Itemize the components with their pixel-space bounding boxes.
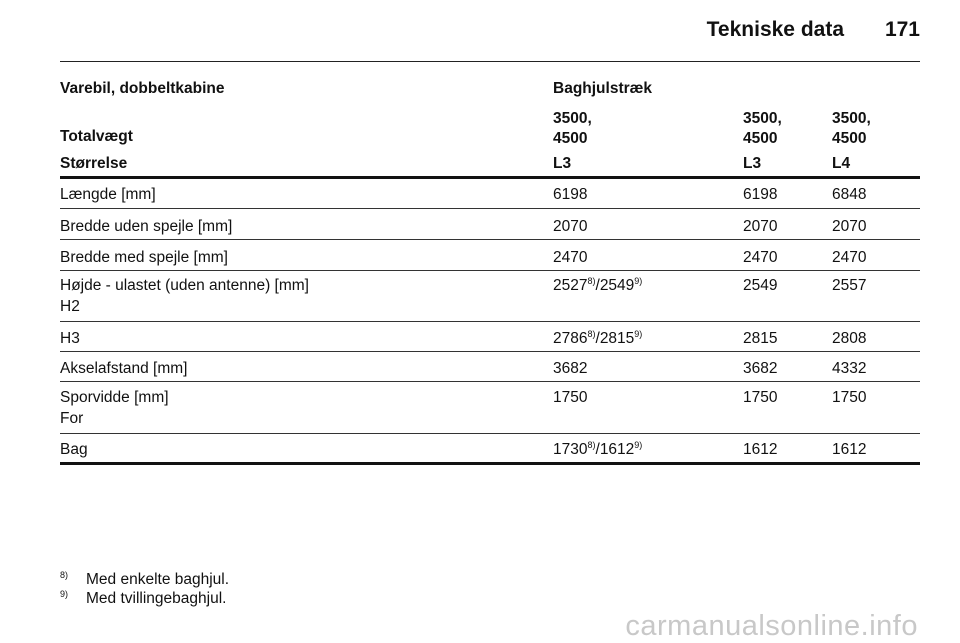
cell-value: 2557 — [832, 277, 867, 294]
page-number: 171 — [884, 18, 920, 41]
size-label: Størrelse — [60, 155, 128, 172]
table-rule — [60, 176, 920, 179]
cell-value: 6848 — [832, 186, 867, 203]
cell-value: 27868)/28159) — [553, 329, 643, 348]
row-rule — [60, 321, 920, 322]
weight-value: 3500, 4500 — [832, 110, 871, 147]
row-label: H3 — [60, 330, 80, 347]
cell-value: 4332 — [832, 360, 867, 377]
drive-type: Baghjulstræk — [553, 80, 653, 97]
row-label: Akselafstand [mm] — [60, 360, 188, 377]
cell-value: 17308)/16129) — [553, 440, 643, 459]
footnote: 9) Med tvillingebaghjul. — [60, 589, 227, 607]
page-header: Tekniske data 171 — [60, 18, 920, 48]
cell-value: 1750 — [743, 389, 778, 406]
cell-value: 2808 — [832, 330, 867, 347]
cell-value: 2815 — [743, 330, 778, 347]
cell-value: 2070 — [832, 218, 867, 235]
row-rule — [60, 208, 920, 209]
vehicle-type: Varebil, dobbeltkabine — [60, 80, 225, 97]
page-title: Tekniske data — [706, 18, 844, 41]
row-rule — [60, 239, 920, 240]
row-rule — [60, 433, 920, 434]
table-rule — [60, 462, 920, 465]
cell-value: 3682 — [743, 360, 778, 377]
header-rule — [60, 61, 920, 62]
cell-value: 1612 — [743, 441, 778, 458]
row-label: Højde - ulastet (uden antenne) [mm] — [60, 277, 309, 294]
cell-value: 1750 — [832, 389, 867, 406]
cell-value: 2470 — [553, 249, 588, 266]
row-rule — [60, 381, 920, 382]
row-label: Sporvidde [mm] — [60, 389, 169, 406]
row-sublabel: H2 — [60, 298, 80, 315]
row-label: Længde [mm] — [60, 186, 156, 203]
cell-value: 25278)/25499) — [553, 276, 643, 295]
cell-value: 3682 — [553, 360, 588, 377]
cell-value: 2070 — [553, 218, 588, 235]
size-value: L3 — [743, 155, 762, 172]
row-label: Bredde med spejle [mm] — [60, 249, 228, 266]
cell-value: 6198 — [553, 186, 588, 203]
cell-value: 2549 — [743, 277, 778, 294]
cell-value: 6198 — [743, 186, 778, 203]
cell-value: 1612 — [832, 441, 867, 458]
cell-value: 2470 — [743, 249, 778, 266]
cell-value: 1750 — [553, 389, 588, 406]
weight-label: Totalvægt — [60, 128, 133, 145]
row-label: Bag — [60, 441, 88, 458]
row-rule — [60, 270, 920, 271]
cell-value: 2470 — [832, 249, 867, 266]
size-value: L4 — [832, 155, 851, 172]
size-value: L3 — [553, 155, 572, 172]
cell-value: 2070 — [743, 218, 778, 235]
row-sublabel: For — [60, 410, 84, 427]
row-rule — [60, 351, 920, 352]
weight-value: 3500, 4500 — [743, 110, 782, 147]
watermark: carmanualsonline.info — [625, 610, 918, 642]
footnote: 8) Med enkelte baghjul. — [60, 570, 230, 588]
row-label: Bredde uden spejle [mm] — [60, 218, 233, 235]
weight-value: 3500, 4500 — [553, 110, 592, 147]
